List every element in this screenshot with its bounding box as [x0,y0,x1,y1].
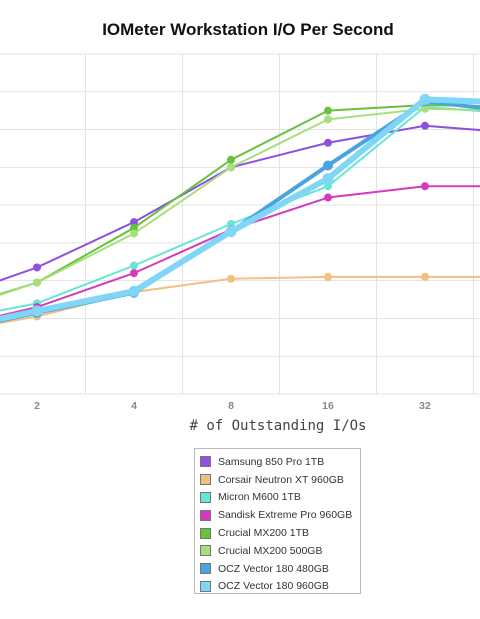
legend-item: Crucial MX200 500GB [195,542,360,560]
data-point [227,155,235,164]
data-point [128,285,140,297]
chart-title: IOMeter Workstation I/O Per Second [102,20,394,39]
legend-swatch [200,580,211,592]
x-axis-label: # of Outstanding I/Os [189,418,367,434]
legend-label: Corsair Neutron XT 960GB [218,473,344,486]
grid [0,53,480,395]
series-line [0,104,480,296]
data-point [130,229,138,238]
data-point [324,115,332,124]
legend-item: Samsung 850 Pro 1TB [195,453,360,471]
legend-label: OCZ Vector 180 960GB [218,580,329,593]
legend-label: OCZ Vector 180 480GB [218,562,329,575]
legend-item: OCZ Vector 180 960GB [195,578,360,596]
data-point [227,274,235,283]
data-point [130,218,138,227]
data-point [322,173,334,185]
legend-item: Corsair Neutron XT 960GB [195,471,360,489]
series-line [0,124,480,282]
x-tick-label: 4 [131,400,137,412]
legend-label: Samsung 850 Pro 1TB [218,455,325,468]
legend-swatch [200,563,211,575]
x-tick-label: 16 [322,400,334,412]
series-4 [0,101,480,296]
data-point [33,263,41,272]
legend-swatch [200,545,211,557]
series-line [0,96,480,322]
data-point [31,305,43,317]
x-tick-label: 8 [228,400,234,412]
data-point [419,93,431,105]
data-point [323,160,333,171]
legend-item: OCZ Vector 180 480GB [195,560,360,578]
series-5 [0,104,480,296]
data-point [421,182,429,191]
legend-item: Sandisk Extreme Pro 960GB [195,506,360,524]
data-point [130,269,138,278]
data-point [324,182,332,191]
data-point [130,261,138,270]
data-point [227,220,235,228]
series-lines [0,93,480,325]
legend-label: Crucial MX200 1TB [218,527,310,540]
data-point [227,163,235,172]
legend-label: Crucial MX200 500GB [218,544,323,557]
data-point [421,121,429,130]
legend-swatch [200,509,211,521]
data-point [324,272,332,281]
data-point [324,138,332,147]
x-tick-label: 32 [419,400,431,412]
legend-swatch [200,527,211,539]
series-line [0,99,480,323]
legend-item: Micron M600 1TB [195,489,360,507]
data-point [225,226,237,238]
data-point [324,193,332,202]
legend-label: Micron M600 1TB [218,491,301,504]
legend-swatch [200,491,211,503]
series-line [0,105,480,312]
legend-item: Crucial MX200 1TB [195,524,360,542]
data-point [421,104,429,113]
legend-swatch [200,456,211,468]
data-point [130,223,138,232]
data-point [421,272,429,281]
legend-swatch [200,474,211,486]
series-7 [0,93,480,322]
data-point [324,106,332,115]
series-line [0,107,480,296]
data-point [33,278,41,287]
x-tick-labels: 2 4 8 16 32 [34,400,431,412]
series-2 [0,102,480,312]
x-tick-label: 2 [34,400,40,412]
legend: Samsung 850 Pro 1TB Corsair Neutron XT 96… [194,448,361,594]
legend-label: Sandisk Extreme Pro 960GB [218,509,353,522]
